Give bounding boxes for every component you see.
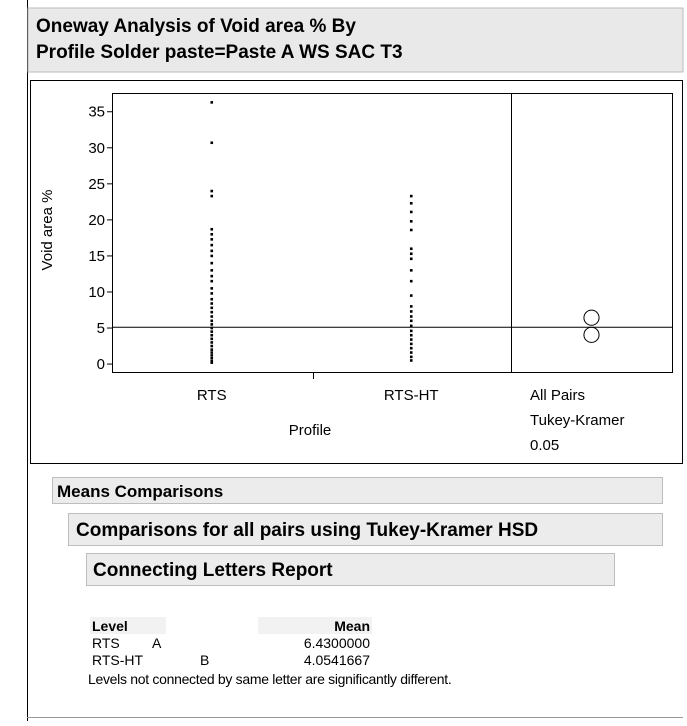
data-point <box>210 333 214 337</box>
circle-label: All Pairs <box>530 387 585 404</box>
section-title[interactable]: Connecting Letters Report <box>93 560 333 581</box>
data-point <box>409 351 413 354</box>
data-point <box>409 257 413 261</box>
circles-area <box>511 93 673 373</box>
table-cell: 4.0541667 <box>304 652 370 668</box>
data-point <box>210 330 214 333</box>
data-point <box>210 269 214 272</box>
data-point <box>409 210 413 214</box>
data-point <box>210 287 214 290</box>
data-point <box>409 220 413 223</box>
data-point <box>210 292 214 295</box>
title-line: Profile Solder paste=Paste A WS SAC T3 <box>36 42 403 63</box>
table-cell: 6.4300000 <box>304 635 370 651</box>
table-cell: RTS <box>92 635 120 651</box>
data-point <box>210 101 214 104</box>
data-point <box>210 254 214 258</box>
data-point <box>409 333 413 337</box>
data-point <box>409 194 413 198</box>
data-point <box>210 357 214 360</box>
data-point <box>210 141 214 145</box>
title-line: Oneway Analysis of Void area % By <box>36 16 356 37</box>
data-point <box>409 315 413 318</box>
section-bar[interactable] <box>68 513 663 546</box>
table-cell: RTS-HT <box>92 652 144 668</box>
circle-label: 0.05 <box>530 437 559 454</box>
data-point <box>210 344 214 348</box>
data-point <box>210 341 214 344</box>
y-tick-label: 30 <box>88 140 105 157</box>
data-point <box>210 326 214 330</box>
y-tick-label: 25 <box>88 176 105 193</box>
data-point <box>409 202 413 205</box>
data-point <box>409 310 413 313</box>
data-point <box>210 361 214 364</box>
x-tick-label: RTS-HT <box>384 387 439 404</box>
y-tick-label: 0 <box>97 356 105 373</box>
data-point <box>409 324 413 328</box>
data-point <box>409 319 413 323</box>
y-tick-label: 15 <box>88 248 105 265</box>
y-tick-label: 20 <box>88 212 105 229</box>
data-point <box>210 279 214 283</box>
y-tick-label: 5 <box>97 320 105 337</box>
data-point <box>409 346 413 350</box>
data-point <box>210 302 214 305</box>
data-point <box>409 294 413 297</box>
data-point <box>210 238 214 241</box>
header-cell <box>258 617 372 634</box>
table-cell: A <box>152 635 162 651</box>
data-point <box>210 359 214 363</box>
data-point <box>210 351 214 354</box>
data-point <box>210 315 214 318</box>
section-bar[interactable] <box>86 553 615 586</box>
data-point <box>210 348 214 351</box>
data-point <box>210 189 214 193</box>
y-axis-label: Void area % <box>39 190 56 271</box>
data-point <box>409 342 413 346</box>
comparison-circle <box>583 309 600 326</box>
header-cell <box>90 617 166 634</box>
data-point <box>210 243 214 247</box>
data-point <box>210 306 214 310</box>
data-point <box>409 338 413 341</box>
data-point <box>409 329 413 333</box>
data-point <box>210 274 214 278</box>
data-point <box>210 233 214 236</box>
title-panel <box>27 7 684 73</box>
y-tick-label: 10 <box>88 284 105 301</box>
data-point <box>409 228 413 232</box>
circle-label: Tukey-Kramer <box>530 412 624 429</box>
data-point <box>409 305 413 308</box>
data-point <box>210 354 214 357</box>
plot-frame <box>30 80 683 464</box>
y-tick-label: 35 <box>88 104 105 121</box>
section-title[interactable]: Means Comparisons <box>57 482 223 501</box>
data-point <box>409 252 413 256</box>
table-header: Mean <box>334 618 370 634</box>
data-point <box>210 261 214 265</box>
data-point <box>409 279 413 283</box>
section-title[interactable]: Comparisons for all pairs using Tukey-Kr… <box>76 520 538 541</box>
x-axis-label: Profile <box>289 422 332 439</box>
data-point <box>210 194 214 198</box>
data-point <box>210 249 214 253</box>
table-cell: B <box>200 652 209 668</box>
section-bar[interactable] <box>52 477 663 504</box>
table-header: Level <box>92 618 128 634</box>
data-point <box>409 355 413 359</box>
data-point <box>210 323 214 326</box>
data-point <box>409 269 413 272</box>
data-point <box>210 310 214 314</box>
data-point <box>409 359 413 362</box>
data-point <box>210 297 214 301</box>
table-note: Levels not connected by same letter are … <box>88 671 451 687</box>
x-tick-label: RTS <box>197 387 227 404</box>
data-point <box>210 319 214 323</box>
data-point <box>210 337 214 341</box>
data-point <box>409 247 413 251</box>
data-point <box>210 227 214 231</box>
comparison-circle <box>583 326 600 343</box>
